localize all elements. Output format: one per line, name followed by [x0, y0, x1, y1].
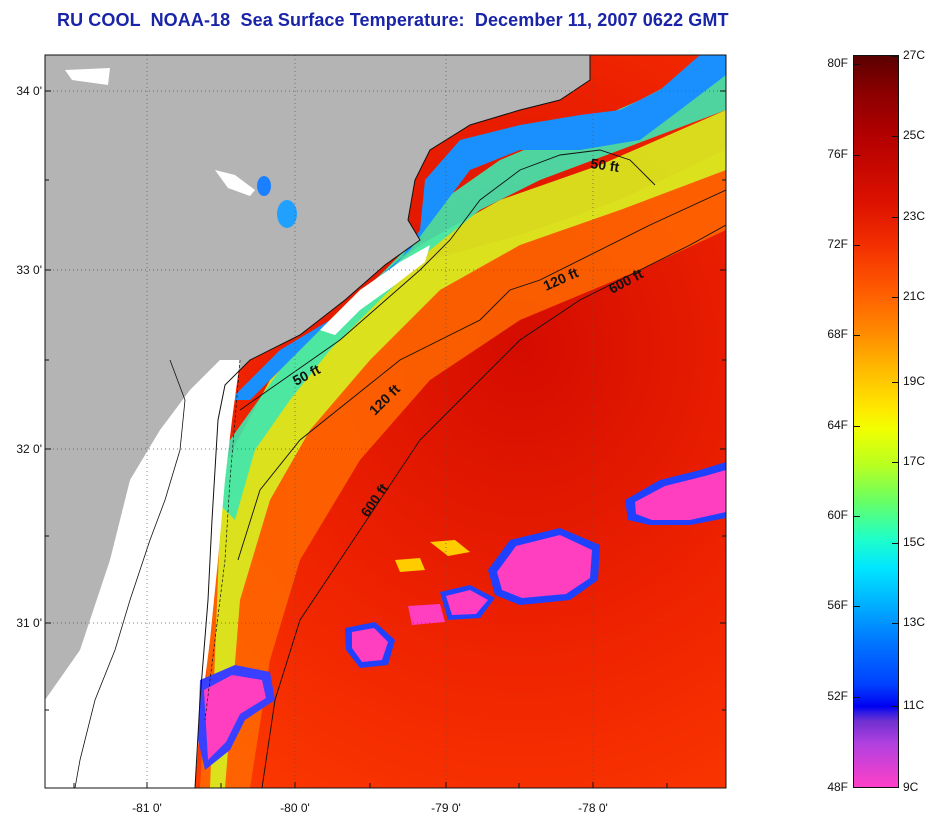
isobath-contour-icon [239, 149, 656, 411]
lat-label: 31 0' [16, 616, 42, 630]
lat-label: 33 0' [16, 263, 42, 277]
lat-label: 32 0' [16, 442, 42, 456]
cloud-mask-coastal [45, 360, 240, 788]
graticule [45, 55, 726, 788]
colorbar-f-label: 60F [827, 508, 848, 522]
colorbar-f-label: 72F [827, 237, 848, 251]
lon-label: -81 0' [132, 801, 162, 815]
map-title: RU COOL NOAA-18 Sea Surface Temperature:… [57, 10, 729, 30]
cold-filaments [198, 462, 726, 770]
lon-label: -78 0' [578, 801, 608, 815]
colorbar-c-label: 9C [903, 780, 919, 794]
colorbar-c-label: 15C [903, 535, 926, 549]
isobath-contour-icon [237, 189, 726, 561]
colorbar-icon [853, 55, 899, 788]
colorbar-c-label: 19C [903, 374, 926, 388]
colorbar-f-label: 80F [827, 56, 848, 70]
colorbar-c-label: 23C [903, 209, 926, 223]
colorbar-c-label: 25C [903, 128, 926, 142]
cloud-mask-corner [65, 68, 110, 85]
map-image-area [45, 55, 726, 788]
inland-lake [257, 176, 271, 196]
colorbar-f-label: 64F [827, 418, 848, 432]
cold-coastal-water [230, 55, 726, 400]
cloud-mask-inland [215, 170, 255, 196]
colorbar-f-label: 76F [827, 147, 848, 161]
isobath-contour-icon [261, 224, 726, 788]
colorbar-f-label: 56F [827, 598, 848, 612]
cloud-mask-shelf [320, 245, 430, 335]
map-frame [44, 54, 727, 789]
colorbar-c-label: 11C [903, 698, 925, 712]
isobath-label-50ft-north: 50 ft [590, 155, 621, 175]
lat-label: 34 0' [16, 84, 42, 98]
colorbar-f-label: 52F [827, 689, 848, 703]
colorbar-c-label: 17C [903, 454, 926, 468]
axis-ticks [45, 90, 726, 788]
yellow-shelf-band [210, 110, 726, 788]
coastline-icon [194, 55, 591, 788]
lon-label: -80 0' [280, 801, 310, 815]
colorbar-c-label: 27C [903, 48, 926, 62]
colorbar-c-label: 21C [903, 289, 926, 303]
inland-lake [277, 200, 297, 228]
lon-label: -79 0' [431, 801, 461, 815]
barrier-islands [204, 359, 241, 721]
colorbar-f-label: 68F [827, 327, 848, 341]
colorbar-c-label: 13C [903, 615, 926, 629]
inland-waterway [74, 359, 186, 788]
colorbar-f-label: 48F [827, 780, 848, 794]
